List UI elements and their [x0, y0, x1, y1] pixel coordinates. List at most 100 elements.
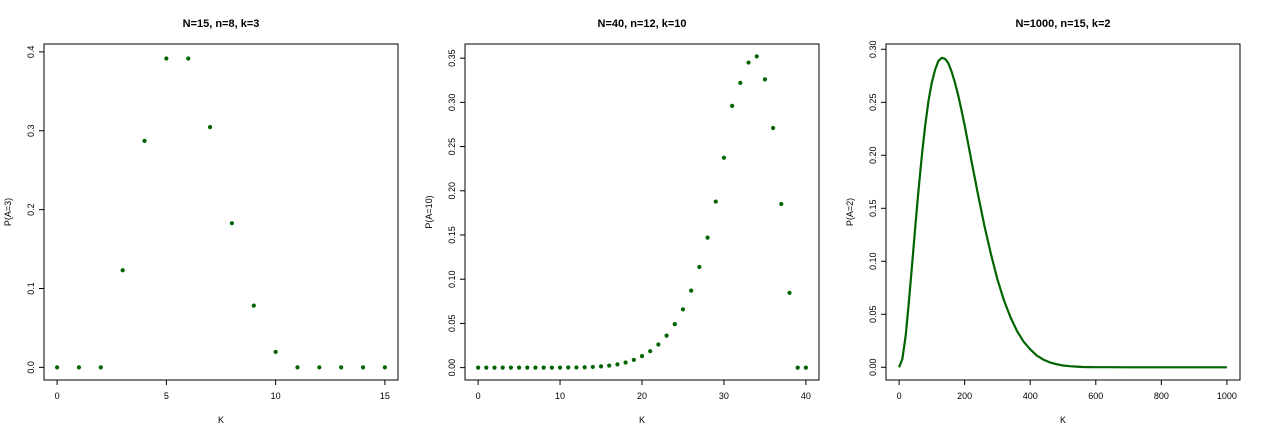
panel-1-ylabel: P(A=3) [3, 198, 13, 226]
panel-1-point-0 [55, 365, 60, 370]
panel-3-xtick-label-2: 400 [1023, 391, 1038, 401]
panel-2-point-2 [492, 365, 497, 370]
panel-1-ytick-label-4: 0.4 [26, 46, 36, 59]
panel-3-frame [885, 43, 1241, 381]
panel-2-point-15 [598, 364, 604, 369]
panel-1-point-9 [251, 303, 256, 308]
panel-1-point-12 [317, 365, 322, 370]
panel-2-point-39 [795, 365, 800, 370]
panel-3-ytick-label-4: 0.20 [868, 147, 878, 165]
panel-2-point-37 [779, 201, 784, 207]
panel-2-ytick-label-1: 0.05 [447, 315, 457, 333]
panel-1-ytick-label-2: 0.2 [26, 203, 36, 216]
panel-1-point-8 [229, 221, 235, 226]
panel-2-ytick-label-7: 0.35 [447, 49, 457, 67]
panel-3-ytick-label-3: 0.15 [868, 200, 878, 218]
panel-2-ylabel: P(A=10) [424, 195, 434, 228]
panel-2-point-32 [738, 80, 743, 86]
panel-2-point-14 [590, 364, 595, 370]
panel-2-ytick-label-2: 0.10 [447, 270, 457, 288]
panel-3-ytick-label-0: 0.00 [868, 359, 878, 377]
panel-2-point-3 [500, 365, 505, 370]
panel-2-point-34 [754, 54, 759, 59]
panel-3-xtick-label-1: 200 [957, 391, 972, 401]
panel-2-point-27 [697, 264, 702, 270]
panel-3-ylabel: P(A=2) [845, 198, 855, 226]
panel-2-point-19 [631, 357, 636, 362]
panel-1: N=15, n=8, k=3 K P(A=3) 0 5 10 15 0.0 0.1 0.2 0… [3, 18, 399, 425]
panel-2-point-35 [762, 77, 768, 82]
panel-1-frame [43, 43, 399, 381]
panel-2-xtick-label-2: 20 [637, 391, 647, 401]
panel-2-point-38 [787, 290, 792, 296]
panel-2-xtick-label-0: 0 [476, 391, 481, 401]
panel-2-ytick-label-0: 0.00 [447, 359, 457, 377]
panel-2-point-5 [516, 365, 522, 370]
panel-2-ytick-label-5: 0.25 [447, 138, 457, 156]
panel-2-point-29 [713, 199, 718, 204]
panel-2-point-23 [664, 333, 669, 338]
panel-2-point-28 [705, 235, 710, 240]
panel-2-point-10 [557, 365, 563, 370]
panel-2-point-33 [746, 60, 751, 65]
panel-2-point-40 [803, 365, 808, 370]
panel-3-ytick-label-2: 0.10 [868, 253, 878, 271]
panel-2-point-0 [476, 365, 481, 370]
panel-2-xtick-label-1: 10 [555, 391, 565, 401]
panel-2-xtick-label-4: 40 [801, 391, 811, 401]
panel-2-point-7 [533, 365, 538, 370]
panel-1-ytick-label-3: 0.3 [26, 125, 36, 138]
panel-3-ytick-label-1: 0.05 [868, 306, 878, 324]
panel-2-ytick-label-6: 0.30 [447, 94, 457, 112]
panel-1-point-6 [186, 56, 191, 61]
panel-1-xtick-label-1: 5 [164, 391, 169, 401]
panel-2-point-6 [525, 365, 530, 370]
panel-2-point-18 [623, 360, 628, 365]
panel-3: N=1000, n=15, k=2 K P(A=2) 0 200 400 600 800… [845, 18, 1241, 425]
panel-2: N=40, n=12, k=10 K P(A=10) 0 10 20 30 40 0.00… [424, 18, 820, 425]
panel-1-point-4 [142, 138, 147, 143]
panel-1-xtick-label-0: 0 [55, 391, 60, 401]
panel-2-marks [476, 54, 808, 370]
panel-1-ytick-label-0: 0.0 [26, 361, 36, 374]
panel-2-point-22 [656, 342, 661, 347]
panel-2-point-31 [730, 103, 735, 108]
panel-2-point-30 [721, 155, 727, 160]
panel-1-point-3 [120, 268, 125, 273]
panel-2-point-11 [566, 365, 571, 370]
panel-1-point-5 [164, 56, 169, 61]
panel-3-marks [898, 56, 1227, 369]
panel-2-xtick-label-3: 30 [719, 391, 729, 401]
panel-3-xtick-label-3: 600 [1088, 391, 1103, 401]
panel-1-ytick-label-1: 0.1 [26, 282, 36, 295]
panel-1-xtick-label-3: 15 [380, 391, 390, 401]
panel-3-ytick-label-5: 0.25 [868, 94, 878, 112]
panel-1-marks [55, 56, 387, 370]
panel-2-point-1 [484, 365, 489, 370]
panel-3-xtick-label-0: 0 [897, 391, 902, 401]
panel-3-xtick-label-5: 1000 [1217, 391, 1237, 401]
panel-1-title: N=15, n=8, k=3 [183, 18, 260, 30]
panel-1-point-11 [295, 365, 300, 370]
panel-2-point-13 [582, 365, 587, 370]
panel-1-point-14 [360, 365, 366, 370]
panel-3-title: N=1000, n=15, k=2 [1015, 18, 1110, 30]
panel-1-xlabel: K [218, 415, 224, 425]
panel-2-point-12 [574, 365, 579, 370]
panel-1-point-7 [207, 125, 213, 130]
panel-3-series-line [898, 56, 1227, 369]
panel-1-xtick-label-2: 10 [271, 391, 281, 401]
panel-2-ytick-label-3: 0.15 [447, 226, 457, 244]
panel-2-point-20 [639, 354, 645, 359]
panel-2-point-16 [607, 363, 612, 368]
panel-1-point-13 [339, 365, 344, 370]
panel-2-point-17 [615, 362, 620, 367]
panel-2-point-36 [771, 125, 776, 131]
panel-2-point-8 [541, 365, 546, 370]
panel-2-point-26 [689, 288, 694, 293]
panel-2-title: N=40, n=12, k=10 [598, 18, 687, 30]
panel-2-point-25 [680, 307, 686, 312]
panel-2-ytick-label-4: 0.20 [447, 182, 457, 200]
panel-1-point-10 [273, 349, 278, 355]
